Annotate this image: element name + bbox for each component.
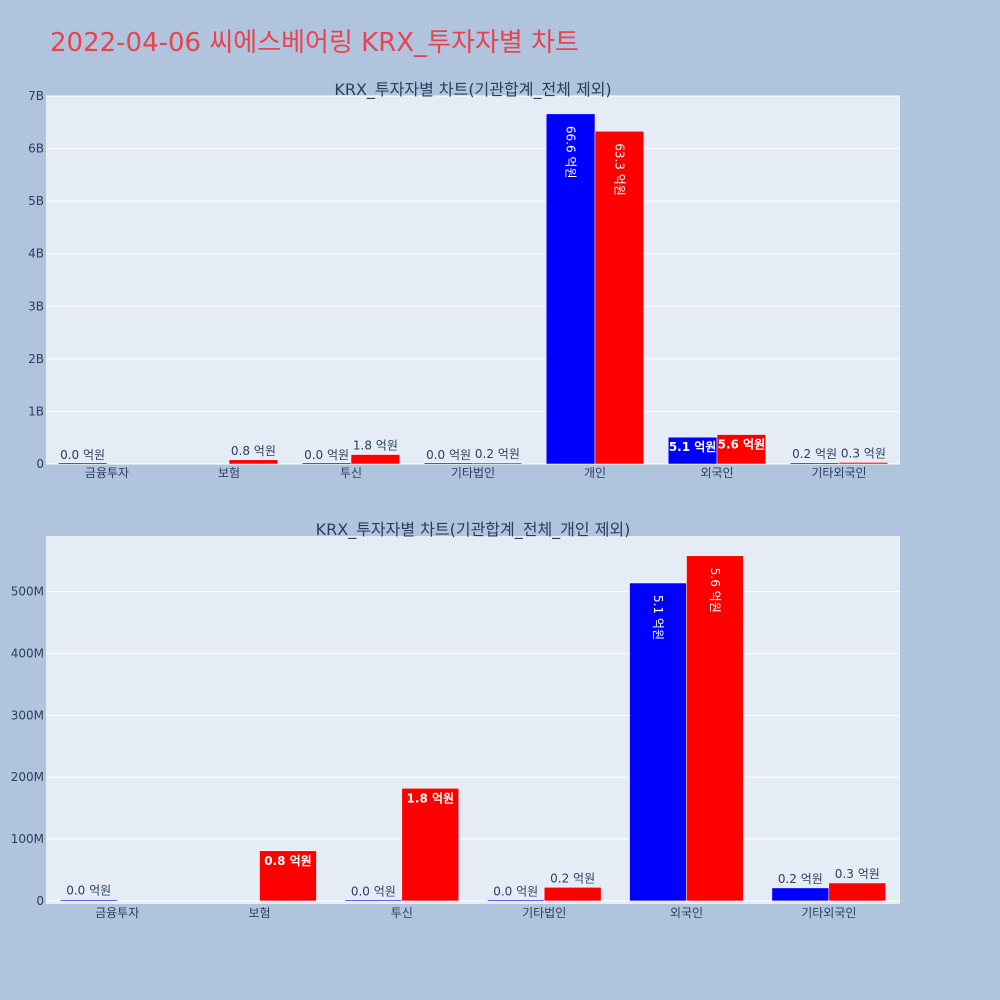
data-label: 0.2 억원	[475, 447, 520, 461]
y-tick-label: 5B	[28, 194, 44, 208]
data-label: 5.6 억원	[718, 438, 766, 452]
y-tick-label: 4B	[28, 247, 44, 261]
x-tick-label: 외국인	[700, 466, 733, 480]
x-tick-label: 기타외국인	[801, 906, 856, 920]
bar	[423, 462, 474, 465]
y-tick-label: 400M	[11, 647, 44, 661]
data-label: 0.0 억원	[66, 884, 111, 898]
bar	[486, 899, 545, 902]
data-label: 63.3 억원	[612, 143, 626, 196]
bar	[228, 459, 279, 465]
bar	[472, 462, 523, 465]
data-label: 0.3 억원	[841, 446, 886, 460]
x-tick-label: 기타법인	[451, 466, 495, 480]
data-label: 0.8 억원	[264, 854, 312, 868]
y-tick-label: 300M	[11, 708, 44, 722]
data-label: 0.8 억원	[231, 444, 276, 458]
data-label: 5.1 억원	[651, 595, 665, 640]
y-tick-label: 500M	[11, 585, 44, 599]
x-tick-label: 투신	[340, 466, 362, 480]
x-tick-label: 개인	[584, 466, 606, 480]
data-label: 0.2 억원	[778, 872, 823, 886]
bar	[350, 454, 401, 465]
data-label: 0.0 억원	[493, 884, 538, 898]
data-label: 0.0 억원	[60, 448, 105, 462]
y-tick-label: 6B	[28, 142, 44, 156]
x-tick-label: 투신	[391, 906, 413, 920]
y-tick-label: 2B	[28, 352, 44, 366]
data-label: 1.8 억원	[353, 439, 398, 453]
data-label: 5.1 억원	[669, 440, 717, 454]
x-tick-label: 금융투자	[95, 906, 139, 920]
bar	[301, 462, 352, 465]
x-tick-label: 보험	[248, 906, 270, 920]
bar	[344, 899, 403, 902]
y-tick-label: 0	[36, 457, 44, 471]
bar	[789, 462, 840, 465]
plot-area	[46, 96, 900, 464]
bar	[259, 850, 317, 902]
x-tick-label: 외국인	[670, 906, 703, 920]
bar	[401, 788, 460, 902]
bar	[545, 113, 596, 465]
y-tick-label: 1B	[28, 404, 44, 418]
data-label: 0.0 억원	[351, 884, 396, 898]
bar	[716, 434, 767, 465]
x-tick-label: 금융투자	[85, 466, 129, 480]
bar	[57, 462, 108, 465]
y-tick-label: 0	[36, 894, 44, 908]
page-title: 2022-04-06 씨에스베어링 KRX_투자자별 차트	[50, 28, 579, 58]
data-label: 1.8 억원	[407, 791, 455, 805]
y-tick-label: 100M	[11, 832, 44, 846]
data-label: 0.2 억원	[792, 447, 837, 461]
chart-title: KRX_투자자별 차트(기관합계_전체_개인 제외)	[316, 520, 631, 540]
data-label: 0.0 억원	[426, 448, 471, 462]
bar	[667, 436, 718, 465]
bar	[629, 582, 687, 902]
bar	[686, 555, 744, 902]
x-tick-label: 기타법인	[522, 906, 566, 920]
bar	[771, 887, 830, 902]
data-label: 5.6 억원	[708, 568, 722, 613]
y-tick-label: 7B	[28, 89, 44, 103]
data-label: 0.3 억원	[835, 867, 880, 881]
data-label: 0.0 억원	[304, 448, 349, 462]
y-tick-label: 200M	[11, 770, 44, 784]
plot-area	[46, 536, 900, 904]
data-label: 0.2 억원	[550, 871, 595, 885]
bar	[59, 899, 118, 902]
bar	[838, 462, 889, 465]
bar	[543, 887, 602, 902]
x-tick-label: 기타외국인	[811, 466, 866, 480]
bar	[594, 130, 645, 465]
data-label: 66.6 억원	[564, 126, 578, 179]
x-tick-label: 보험	[218, 466, 240, 480]
chart-title: KRX_투자자별 차트(기관합계_전체 제외)	[334, 80, 611, 100]
y-tick-label: 3B	[28, 299, 44, 313]
bar	[828, 882, 887, 902]
